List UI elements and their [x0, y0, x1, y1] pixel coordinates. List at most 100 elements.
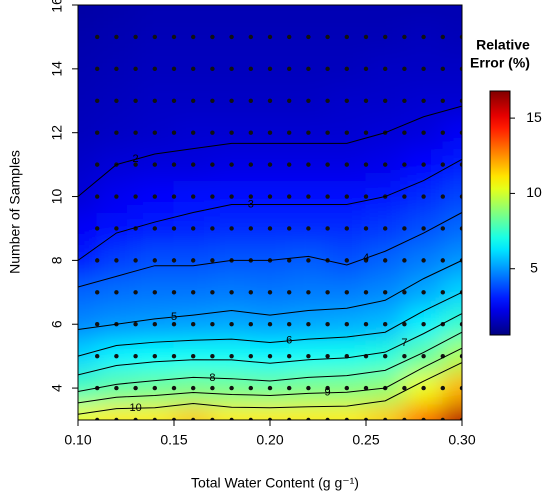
sample-point: [325, 66, 330, 72]
colorbar-tick-label: 10: [526, 184, 542, 200]
sample-point: [306, 385, 311, 391]
sample-point: [133, 34, 138, 40]
sample-point: [95, 162, 100, 167]
heat-cell: [442, 243, 462, 277]
sample-point: [440, 130, 445, 135]
sample-point: [191, 258, 196, 263]
heat-cell: [327, 5, 367, 22]
sample-point: [267, 98, 273, 103]
sample-point: [133, 130, 138, 135]
overlay: 2 3 4 5 6 7 8 9 10: [78, 34, 462, 420]
sample-point: [344, 258, 349, 263]
contour-label: 2: [133, 153, 139, 165]
sample-point: [248, 66, 253, 72]
x-tick-label: 0.10: [64, 432, 91, 448]
sample-point: [210, 98, 215, 103]
sample-point: [440, 34, 445, 40]
sample-point: [421, 98, 426, 103]
sample-point: [421, 385, 426, 391]
sample-point: [287, 66, 292, 72]
sample-point: [114, 194, 119, 199]
contour-line: [78, 259, 462, 331]
sample-point: [459, 226, 462, 231]
sample-point: [344, 322, 349, 327]
sample-point: [325, 162, 330, 167]
sample-point: [191, 66, 196, 72]
colorbar-title: Relative: [476, 37, 530, 53]
sample-point: [248, 290, 253, 295]
sample-point: [114, 226, 119, 231]
sample-point: [344, 66, 349, 72]
sample-point: [114, 34, 119, 40]
sample-point: [440, 290, 445, 295]
sample-point: [191, 162, 196, 167]
sample-point: [133, 322, 138, 327]
sample-point: [171, 290, 177, 295]
sample-point: [133, 290, 138, 295]
sample-point: [344, 194, 349, 199]
sample-point: [402, 98, 407, 103]
sample-point: [306, 290, 311, 295]
sample-point: [287, 353, 292, 359]
sample-point: [152, 290, 157, 295]
heat-cell: [78, 116, 98, 150]
sample-point: [344, 162, 349, 167]
sample-point: [133, 417, 138, 420]
sample-point: [267, 66, 273, 72]
sample-point: [171, 98, 177, 103]
sample-point: [191, 417, 196, 420]
sample-point: [152, 34, 157, 40]
heat-cell: [442, 52, 462, 86]
sample-point: [267, 322, 273, 327]
sample-point: [325, 353, 330, 359]
sample-point: [325, 385, 330, 391]
heat-cell: [78, 5, 98, 22]
contour-line: [78, 212, 462, 288]
heat-cell: [442, 20, 462, 54]
sample-point: [229, 322, 234, 327]
sample-point: [267, 290, 273, 295]
sample-point: [402, 417, 407, 420]
sample-point: [325, 194, 330, 199]
heat-cell: [78, 307, 98, 341]
sample-point: [402, 66, 407, 72]
sample-point: [152, 258, 157, 263]
sample-point: [210, 417, 215, 420]
sample-point: [363, 130, 369, 135]
sample-point: [421, 417, 426, 420]
sample-point: [171, 66, 177, 72]
sample-point: [287, 417, 292, 420]
sample-point: [267, 417, 273, 420]
sample-point: [248, 417, 253, 420]
sample-point: [210, 385, 215, 391]
heat-cell: [442, 180, 462, 213]
contour-label: 4: [363, 252, 369, 264]
contour-label: 8: [209, 372, 215, 384]
sample-point: [363, 66, 369, 72]
sample-point: [133, 258, 138, 263]
sample-point: [421, 34, 426, 40]
sample-point: [363, 258, 369, 263]
sample-point: [152, 98, 157, 103]
heat-cell: [78, 339, 98, 373]
sample-point: [210, 194, 215, 199]
sample-point: [287, 385, 292, 391]
sample-point: [459, 162, 462, 167]
heat-cell: [173, 403, 213, 420]
sample-point: [267, 385, 273, 391]
sample-point: [383, 98, 388, 103]
sample-point: [421, 162, 426, 167]
sample-point: [287, 98, 292, 103]
sample-point: [363, 34, 369, 40]
sample-point: [325, 34, 330, 40]
y-tick-label: 10: [49, 189, 65, 205]
sample-point: [459, 130, 462, 135]
sample-point: [95, 353, 100, 359]
sample-point: [306, 226, 311, 231]
sample-point: [402, 226, 407, 231]
x-tick-label: 0.20: [256, 432, 283, 448]
sample-point: [306, 34, 311, 40]
sample-point: [133, 194, 138, 199]
sample-point: [95, 98, 100, 103]
sample-point: [210, 353, 215, 359]
